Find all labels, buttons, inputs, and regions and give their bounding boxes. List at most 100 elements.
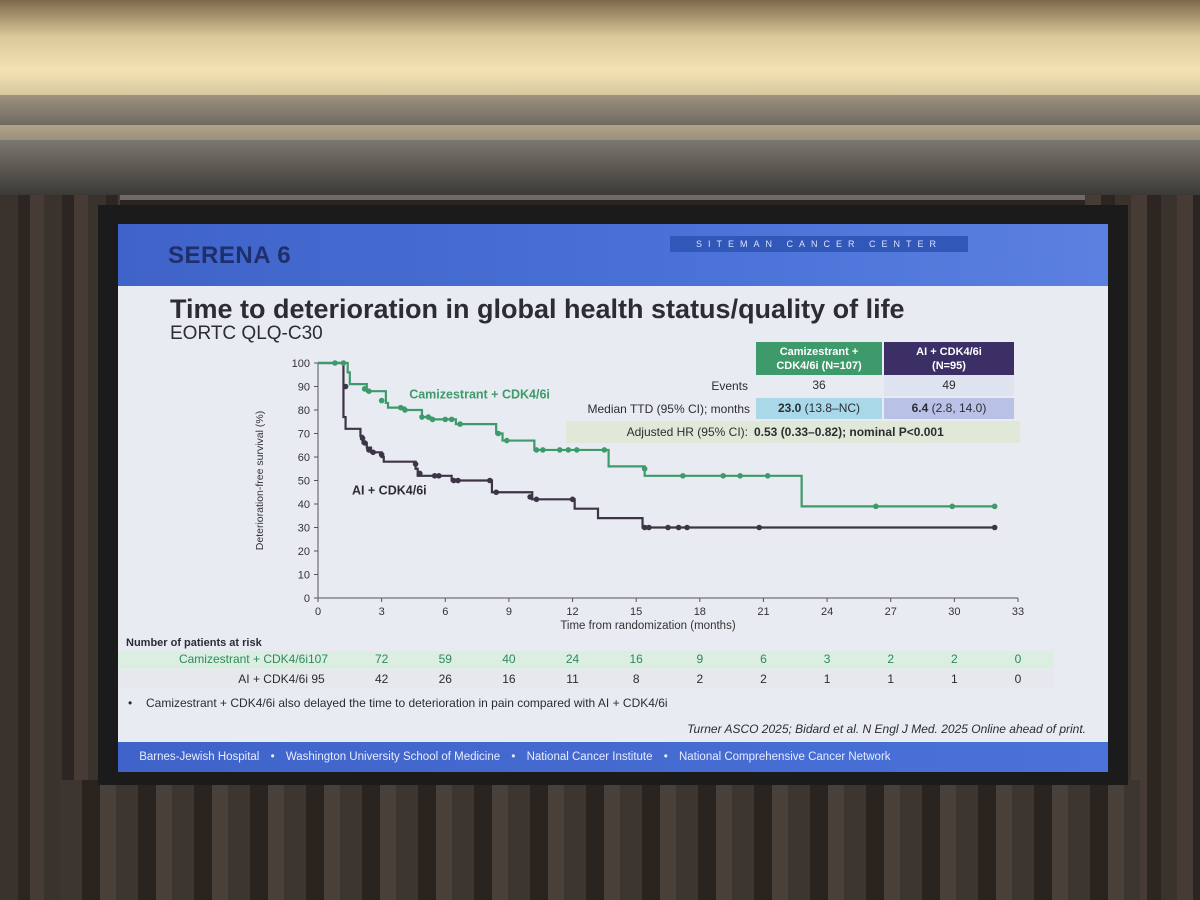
censor-mark-camizestrant (557, 447, 563, 453)
table-header-camizestrant: Camizestrant + CDK4/6i (N=107) (756, 342, 882, 375)
citation: Turner ASCO 2025; Bidard et al. N Engl J… (687, 722, 1086, 736)
median-ttd-label: Median TTD (95% CI); months (587, 402, 751, 416)
bottom-curtain (60, 780, 1140, 900)
center-tag: SITEMAN CANCER CENTER (670, 236, 968, 252)
censor-mark-ai (684, 524, 690, 531)
censor-mark-camizestrant (366, 388, 372, 394)
footer-separator: • (511, 751, 516, 763)
censor-mark-ai (431, 473, 438, 479)
censor-mark-ai (487, 477, 493, 484)
bullet-text: Camizestrant + CDK4/6i also delayed the … (146, 696, 668, 710)
risk-value: 6 (760, 652, 767, 666)
censor-mark-camizestrant (419, 414, 425, 420)
x-tick-label: 15 (630, 606, 642, 618)
risk-value: 26 (438, 672, 452, 686)
censor-mark-camizestrant (573, 447, 580, 453)
x-tick-label: 21 (757, 606, 769, 618)
censor-mark-camizestrant (442, 416, 449, 423)
y-tick-label: 40 (298, 499, 310, 511)
y-tick-label: 30 (298, 523, 310, 535)
risk-value: 42 (374, 672, 389, 686)
risk-value: 107 (307, 652, 329, 666)
censor-mark-camizestrant (503, 437, 510, 444)
median-ttd-ai-ci: (2.8, 14.0) (931, 401, 987, 415)
censor-mark-ai (646, 524, 652, 531)
footer-separator: • (663, 751, 668, 763)
censor-mark-camizestrant (680, 473, 686, 479)
censor-mark-camizestrant (397, 404, 404, 411)
ceiling-molding (0, 95, 1200, 125)
censor-mark-ai (455, 477, 461, 484)
x-tick-label: 3 (379, 606, 385, 618)
censor-mark-ai (641, 524, 648, 531)
censor-mark-camizestrant (533, 447, 540, 453)
events-label: Events (711, 379, 748, 393)
risk-value: 16 (629, 652, 643, 666)
footer-separator: • (270, 751, 275, 763)
curve-label-ai: AI + CDK4/6i (352, 484, 427, 498)
x-tick-label: 12 (566, 606, 578, 618)
censor-mark-ai (991, 524, 998, 531)
x-tick-label: 30 (948, 606, 960, 618)
x-tick-label: 0 (315, 606, 321, 618)
censor-mark-ai (569, 496, 576, 503)
censor-mark-ai (370, 449, 376, 456)
censor-mark-ai (436, 473, 442, 479)
risk-value: 72 (374, 652, 389, 666)
censor-mark-camizestrant (641, 465, 648, 472)
censor-mark-ai (450, 477, 457, 484)
events-camizestrant: 36 (812, 378, 826, 392)
slide-title: Time to deterioration in global health s… (170, 294, 905, 324)
risk-value: 40 (502, 652, 516, 666)
risk-value: 3 (823, 652, 831, 666)
risk-value: 95 (311, 672, 325, 686)
y-tick-label: 50 (298, 476, 310, 488)
censor-mark-camizestrant (378, 397, 385, 404)
censor-mark-ai (342, 383, 349, 390)
censor-mark-ai (665, 524, 671, 531)
censor-mark-camizestrant (361, 386, 368, 392)
censor-mark-camizestrant (949, 503, 956, 510)
y-tick-label: 60 (298, 452, 310, 464)
censor-mark-ai (675, 524, 682, 531)
censor-mark-ai (493, 489, 499, 496)
x-axis-label: Time from randomization (months) (560, 620, 735, 632)
footer-item-washu: Washington University School of Medicine (285, 751, 501, 763)
risk-value: 24 (565, 652, 580, 666)
hazard-ratio-row (566, 421, 1020, 443)
header-banner: SERENA 6 SITEMAN CANCER CENTER (118, 224, 1108, 286)
footer-item-nci: National Cancer Institute (526, 751, 653, 763)
censor-mark-camizestrant (540, 447, 546, 453)
censor-mark-camizestrant (402, 407, 408, 413)
risk-value: 9 (696, 652, 704, 666)
slide-subtitle: EORTC QLQ-C30 (170, 323, 323, 344)
banner-title: SERENA 6 (168, 242, 292, 269)
hazard-ratio-label: Adjusted HR (95% CI): (626, 425, 748, 439)
censor-mark-ai (366, 447, 372, 453)
x-tick-label: 33 (1012, 606, 1024, 618)
censor-mark-ai (361, 440, 368, 446)
risk-value: 11 (566, 672, 579, 686)
censor-mark-camizestrant (737, 473, 743, 479)
x-tick-label: 27 (885, 606, 897, 618)
censor-mark-camizestrant (991, 503, 998, 510)
censor-mark-camizestrant (332, 360, 338, 366)
censor-mark-camizestrant (873, 503, 879, 510)
hazard-ratio-value: 0.53 (0.33–0.82); nominal P<0.001 (754, 425, 944, 439)
ceiling-beam (0, 140, 1200, 195)
curve-label-camizestrant: Camizestrant + CDK4/6i (409, 387, 550, 401)
x-tick-label: 9 (506, 606, 512, 618)
risk-row-label: AI + CDK4/6i (238, 672, 308, 686)
risk-value: 0 (1014, 652, 1022, 666)
risk-value: 1 (887, 672, 895, 686)
censor-mark-camizestrant (601, 447, 608, 453)
censor-mark-camizestrant (448, 416, 455, 423)
risk-row-bg-ai (118, 670, 1054, 688)
footer-item-hospital: Barnes-Jewish Hospital (139, 751, 260, 763)
risk-row-bg-camizestrant (118, 651, 1054, 669)
censor-mark-camizestrant (340, 360, 347, 366)
censor-mark-ai (527, 494, 533, 500)
censor-mark-ai (417, 470, 423, 477)
censor-mark-camizestrant (429, 416, 436, 423)
risk-row-label: Camizestrant + CDK4/6i (178, 652, 308, 666)
